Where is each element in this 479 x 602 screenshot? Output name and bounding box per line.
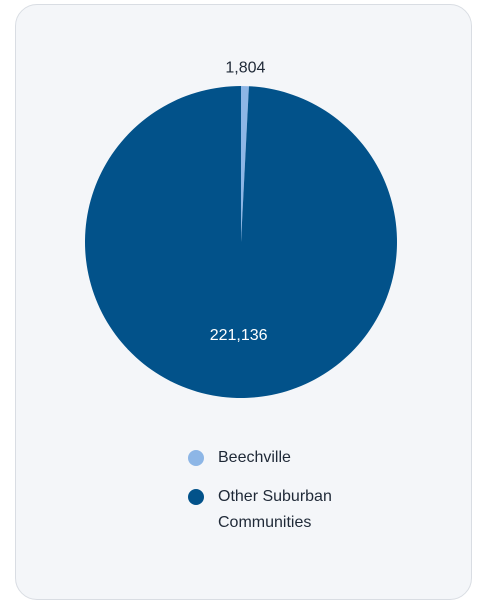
pie-labels: 1,804 221,136	[210, 59, 268, 344]
legend-label-other-suburban-communities: Other Suburban Communities	[218, 488, 332, 531]
pie-slice-other-suburban-communities	[84, 86, 397, 398]
data-label-other-suburban-communities: 221,136	[210, 327, 268, 344]
legend-item-other-suburban-communities: Other Suburban Communities	[188, 487, 408, 536]
chart-legend: Beechville Other Suburban Communities	[188, 448, 408, 552]
legend-swatch-other-suburban-communities	[188, 489, 204, 505]
data-label-beechville: 1,804	[225, 59, 265, 76]
legend-label-beechville: Beechville	[218, 449, 291, 466]
pie-slice-beechville	[241, 86, 249, 242]
legend-swatch-beechville	[188, 450, 204, 466]
pie-slices	[84, 86, 397, 398]
legend-item-beechville: Beechville	[188, 448, 408, 471]
